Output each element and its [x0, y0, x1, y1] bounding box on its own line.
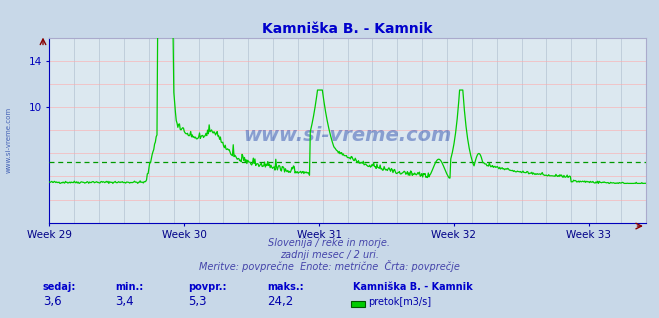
Text: 5,3: 5,3 [188, 295, 206, 308]
Text: 3,6: 3,6 [43, 295, 61, 308]
Text: pretok[m3/s]: pretok[m3/s] [368, 297, 431, 307]
Text: Kamniška B. - Kamnik: Kamniška B. - Kamnik [353, 282, 473, 292]
Text: Slovenija / reke in morje.: Slovenija / reke in morje. [268, 238, 391, 248]
Text: 3,4: 3,4 [115, 295, 134, 308]
Title: Kamniška B. - Kamnik: Kamniška B. - Kamnik [262, 22, 433, 36]
Text: www.si-vreme.com: www.si-vreme.com [243, 127, 452, 145]
Text: maks.:: maks.: [267, 282, 304, 292]
Text: zadnji mesec / 2 uri.: zadnji mesec / 2 uri. [280, 250, 379, 260]
Text: Meritve: povprečne  Enote: metrične  Črta: povprečje: Meritve: povprečne Enote: metrične Črta:… [199, 260, 460, 272]
Text: povpr.:: povpr.: [188, 282, 226, 292]
Text: 24,2: 24,2 [267, 295, 293, 308]
Text: www.si-vreme.com: www.si-vreme.com [5, 107, 11, 173]
Text: sedaj:: sedaj: [43, 282, 76, 292]
Text: min.:: min.: [115, 282, 144, 292]
